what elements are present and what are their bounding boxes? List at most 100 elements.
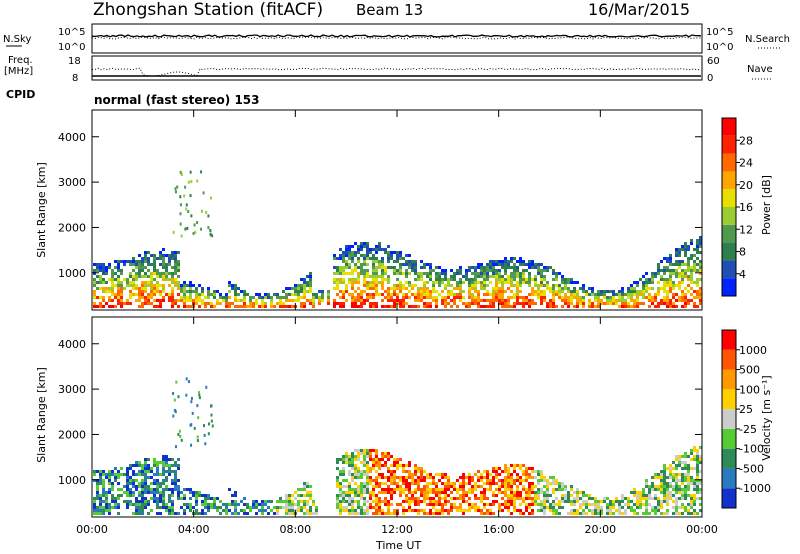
echo-cell: [657, 287, 660, 290]
echo-cell: [480, 272, 483, 275]
echo-cell: [396, 503, 399, 506]
echo-cell: [153, 500, 156, 503]
echo-cell: [690, 242, 693, 245]
echo-cell: [540, 299, 543, 302]
echo-cell: [357, 452, 360, 455]
echo-cell: [192, 290, 195, 293]
echo-cell: [297, 500, 300, 503]
echo-cell: [696, 512, 699, 515]
echo-cell: [609, 302, 612, 305]
echo-cell: [135, 266, 138, 269]
echo-cell: [684, 455, 687, 458]
echo-cell: [111, 293, 114, 296]
echo-cell: [378, 293, 381, 296]
echo-cell: [411, 293, 414, 296]
echo-cell: [531, 290, 534, 293]
echo-cell: [690, 287, 693, 290]
echo-cell: [279, 497, 282, 500]
echo-cell: [699, 278, 702, 281]
echo-cell: [567, 512, 570, 515]
echo-cell: [357, 248, 360, 251]
echo-cell: [570, 509, 573, 512]
echo-cell: [96, 494, 99, 497]
echo-cell: [564, 296, 567, 299]
echo-cell: [438, 488, 441, 491]
echo-cell: [348, 263, 351, 266]
echo-cell: [540, 281, 543, 284]
echo-cell: [561, 506, 564, 509]
echo-cell: [438, 266, 441, 269]
echo-cell: [204, 296, 207, 299]
echo-cell: [138, 275, 141, 278]
echo-cell: [444, 302, 447, 305]
echo-cell: [102, 488, 105, 491]
echo-cell: [489, 269, 492, 272]
echo-cell: [171, 464, 174, 467]
echo-cell: [156, 299, 159, 302]
echo-cell: [186, 506, 189, 509]
echo-cell: [129, 260, 132, 263]
echo-cell: [492, 491, 495, 494]
echo-cell: [108, 266, 111, 269]
echo-cell: [579, 506, 582, 509]
echo-cell: [189, 305, 192, 308]
echo-cell: [501, 299, 504, 302]
echo-cell: [138, 503, 141, 506]
echo-cell: [573, 500, 576, 503]
echo-cell: [555, 479, 558, 482]
echo-cell: [555, 305, 558, 308]
echo-cell: [450, 506, 453, 509]
echo-cell: [627, 506, 630, 509]
echo-cell: [357, 455, 360, 458]
echo-cell: [333, 257, 336, 260]
echo-cell: [351, 257, 354, 260]
echo-cell: [150, 482, 153, 485]
velocity-heatmap-cells: [93, 377, 702, 515]
echo-cell: [372, 272, 375, 275]
echo-cell: [462, 296, 465, 299]
echo-cell: [477, 497, 480, 500]
echo-cell: [696, 491, 699, 494]
echo-cell: [639, 497, 642, 500]
echo-cell: [537, 263, 540, 266]
echo-cell: [441, 512, 444, 515]
echo-cell: [156, 497, 159, 500]
echo-cell: [381, 476, 384, 479]
echo-cell: [288, 305, 291, 308]
echo-cell: [200, 170, 203, 174]
echo-cell: [621, 287, 624, 290]
echo-cell: [375, 509, 378, 512]
echo-cell: [387, 290, 390, 293]
echo-cell: [276, 302, 279, 305]
echo-cell: [516, 488, 519, 491]
echo-cell: [102, 491, 105, 494]
echo-cell: [594, 503, 597, 506]
nsky-panel: N.Sky 10^5 10^0 10^5 10^0 N.Search: [3, 23, 790, 54]
echo-cell: [210, 404, 213, 408]
echo-cell: [399, 263, 402, 266]
echo-cell: [594, 509, 597, 512]
echo-cell: [141, 506, 144, 509]
echo-cell: [408, 485, 411, 488]
echo-cell: [297, 488, 300, 491]
echo-cell: [489, 260, 492, 263]
echo-cell: [600, 299, 603, 302]
echo-cell: [426, 287, 429, 290]
echo-cell: [453, 482, 456, 485]
echo-cell: [357, 491, 360, 494]
echo-cell: [693, 455, 696, 458]
echo-cell: [405, 464, 408, 467]
echo-cell: [627, 305, 630, 308]
echo-cell: [696, 293, 699, 296]
echo-cell: [180, 234, 183, 238]
echo-cell: [426, 272, 429, 275]
echo-cell: [675, 293, 678, 296]
echo-cell: [606, 299, 609, 302]
echo-cell: [111, 473, 114, 476]
echo-cell: [606, 296, 609, 299]
echo-cell: [615, 302, 618, 305]
echo-cell: [522, 299, 525, 302]
echo-cell: [486, 269, 489, 272]
echo-cell: [150, 263, 153, 266]
echo-cell: [165, 503, 168, 506]
